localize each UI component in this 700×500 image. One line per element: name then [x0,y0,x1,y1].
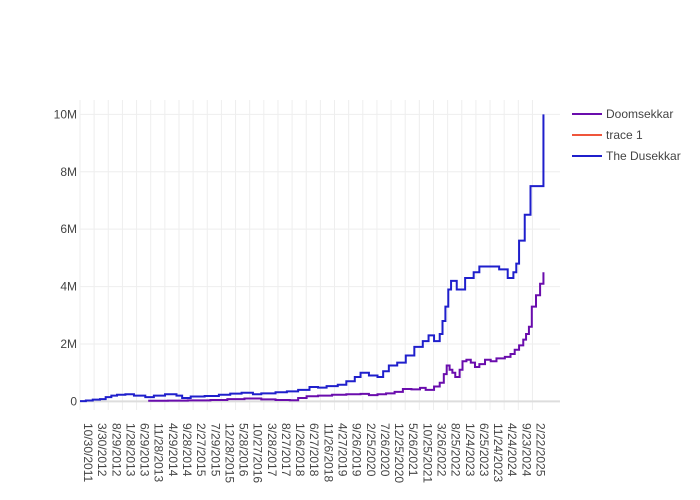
legend-item[interactable]: The Dusekkar [572,149,681,163]
grid-layer [79,100,560,410]
series-line-0[interactable] [148,272,545,402]
x-tick-label: 2/22/2025 [533,423,547,477]
x-tick-label: 1/24/2023 [463,423,477,477]
x-tick-label: 10/30/2011 [81,423,95,482]
x-tick-label: 6/29/2013 [138,423,152,477]
x-tick-label: 6/25/2023 [477,423,491,477]
y-tick-label: 6M [60,222,77,236]
x-tick-label: 11/28/2013 [152,423,166,482]
x-tick-label: 8/25/2022 [449,423,463,477]
legend-item[interactable]: trace 1 [572,128,643,142]
x-tick-label: 1/26/2018 [293,423,307,477]
series-line-2[interactable] [80,114,545,403]
x-tick-label: 7/29/2015 [208,423,222,477]
legend-label: Doomsekkar [606,107,673,121]
x-tick-layer: 10/30/2011 3/30/2012 8/29/2012 1/28/2013 6/2… [81,423,547,483]
series-layer [80,114,545,403]
x-tick-label: 7/26/2020 [378,423,392,477]
x-tick-label: 11/26/2018 [321,423,335,482]
x-tick-label: 4/29/2014 [166,423,180,477]
y-tick-label: 0 [70,394,77,408]
y-tick-label: 4M [60,280,77,294]
x-tick-label: 3/28/2017 [265,423,279,477]
x-tick-label: 9/26/2019 [350,423,364,477]
x-tick-label: 1/28/2013 [123,423,137,477]
y-tick-label: 10M [54,107,77,121]
legend-label: The Dusekkar [606,149,681,163]
y-tick-label: 2M [60,337,77,351]
legend[interactable]: Doomsekkar trace 1 The Dusekkar [572,107,681,163]
x-tick-label: 10/25/2021 [420,423,434,483]
x-tick-label: 4/24/2024 [505,423,519,477]
x-tick-label: 10/27/2016 [251,423,265,483]
x-tick-label: 8/27/2017 [279,423,293,477]
x-tick-label: 8/29/2012 [109,423,123,477]
x-tick-label: 4/27/2019 [336,423,350,477]
x-tick-label: 2/27/2015 [194,423,208,477]
x-tick-label: 9/28/2014 [180,423,194,477]
x-tick-label: 12/28/2015 [222,423,236,483]
y-tick-label: 8M [60,165,77,179]
y-tick-layer: 0 2M 4M 6M 8M 10M [54,107,78,408]
x-tick-label: 3/26/2022 [434,423,448,477]
legend-item[interactable]: Doomsekkar [572,107,673,121]
x-tick-label: 6/27/2018 [307,423,321,477]
x-tick-label: 3/30/2012 [95,423,109,477]
x-tick-label: 11/24/2023 [491,423,505,482]
legend-label: trace 1 [606,128,643,142]
x-tick-label: 9/23/2024 [519,423,533,477]
x-tick-label: 2/25/2020 [364,423,378,477]
x-tick-label: 5/28/2016 [237,423,251,477]
x-tick-label: 12/25/2020 [392,423,406,483]
x-tick-label: 5/26/2021 [406,423,420,477]
